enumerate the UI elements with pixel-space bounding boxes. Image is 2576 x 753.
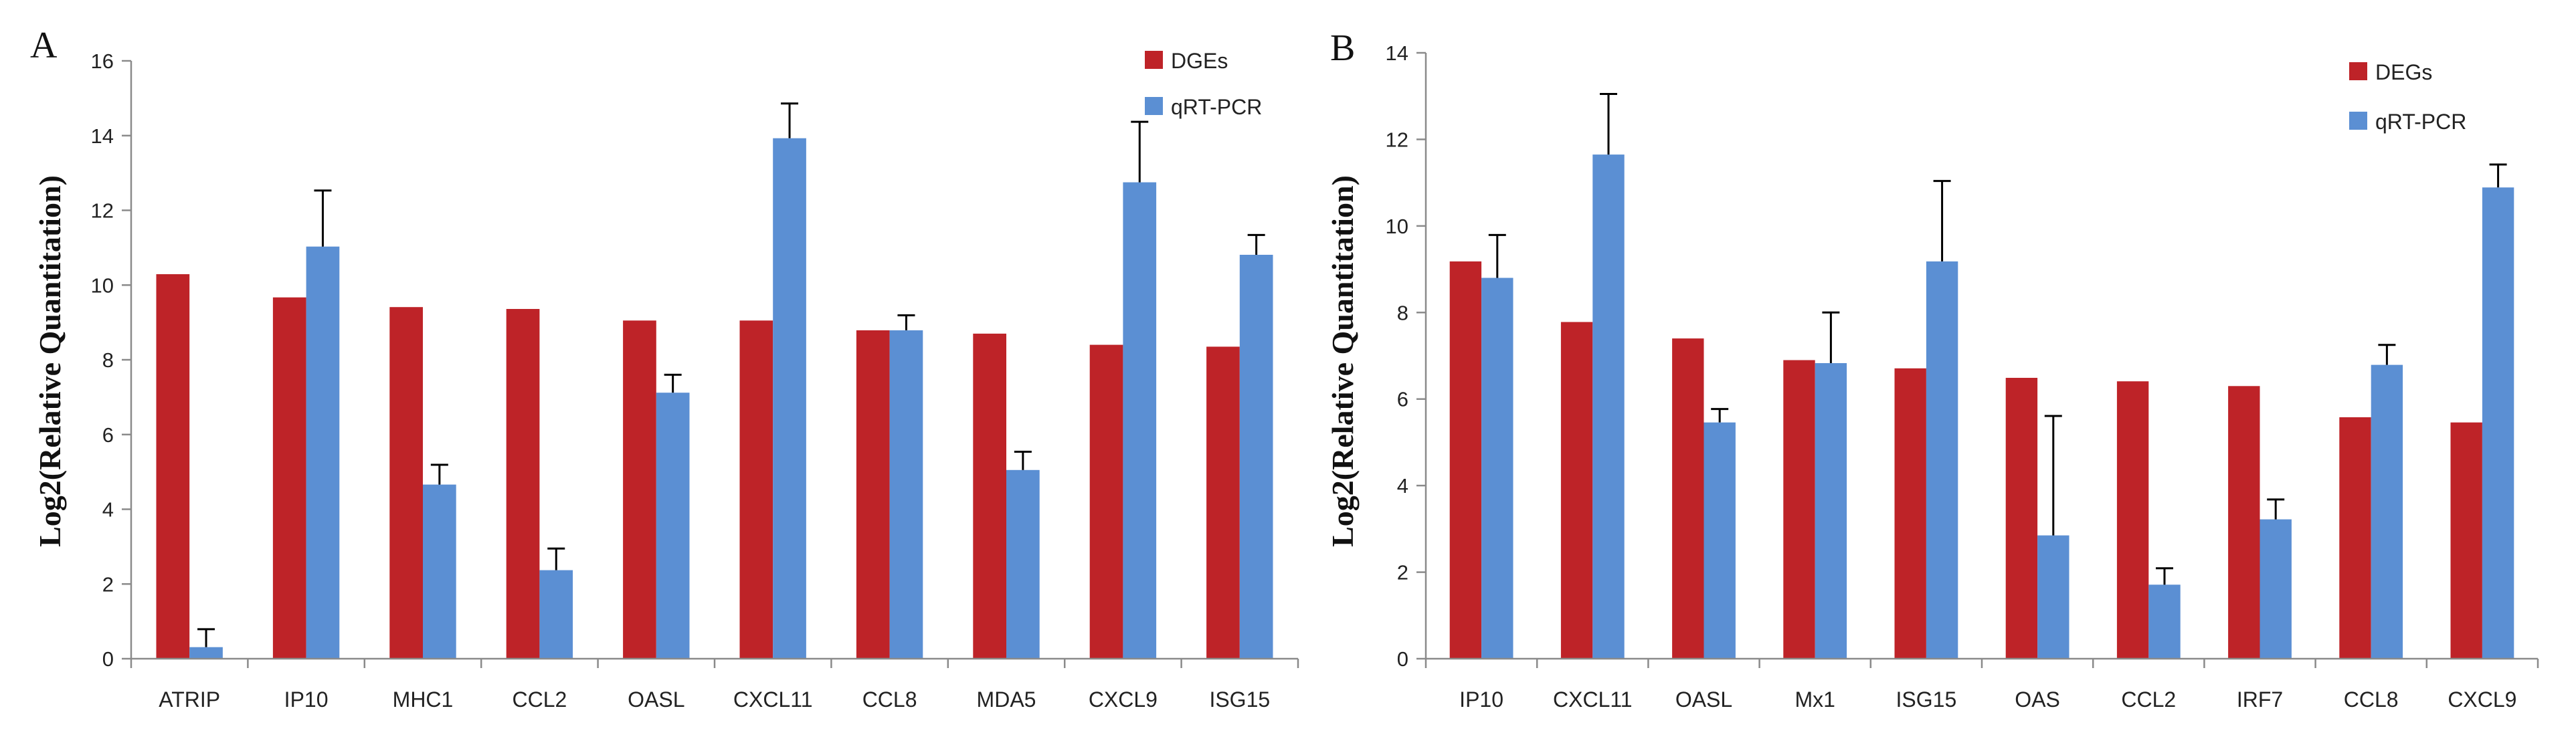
bar-qrt-pcr-ccl2-a	[539, 570, 573, 659]
y-tick-label-4-b: 4	[1397, 474, 1408, 498]
bar-qrt-pcr-cxcl11-a	[773, 138, 806, 659]
x-tick-label-isg15-b: ISG15	[1896, 687, 1957, 712]
x-tick-label-oasl-a: OASL	[628, 687, 684, 712]
bar-qrt-pcr-isg15-b	[1926, 261, 1958, 659]
legend-swatch-qrt-pcr-b	[2349, 112, 2367, 130]
bar-qrt-pcr-ccl8-b	[2371, 364, 2403, 659]
legend-label-qrt-pcr-b: qRT-PCR	[2375, 110, 2466, 134]
y-tick-label-0-a: 0	[102, 647, 114, 671]
y-tick-label-8-a: 8	[102, 348, 114, 372]
bar-qrt-pcr-ip10-b	[1481, 278, 1513, 659]
x-tick-label-ccl8-b: CCL8	[2344, 687, 2399, 712]
x-tick-label-irf7-b: IRF7	[2237, 687, 2283, 712]
x-tick-label-isg15-a: ISG15	[1209, 687, 1270, 712]
bar-degs-cxcl9-b	[2450, 422, 2482, 659]
chart-panel-b: B Log2(Relative Quantitation) DEGs qRT-P…	[1325, 27, 2539, 712]
bar-degs-ccl8-b	[2339, 417, 2371, 659]
y-tick-label-6-b: 6	[1397, 388, 1408, 411]
x-tick-label-mhc1-a: MHC1	[393, 687, 454, 712]
y-tick-label-10-a: 10	[91, 274, 114, 297]
bar-dges-ccl8-a	[856, 330, 890, 659]
bar-dges-ccl2-a	[506, 309, 540, 659]
panel-label-a: A	[30, 25, 58, 66]
bar-dges-oasl-a	[623, 320, 656, 659]
x-tick-label-ccl2-a: CCL2	[512, 687, 567, 712]
bar-degs-cxcl11-b	[1560, 322, 1593, 659]
y-tick-label-2-b: 2	[1397, 561, 1408, 584]
x-tick-label-ip10-b: IP10	[1459, 687, 1503, 712]
y-tick-label-16-a: 16	[91, 49, 114, 73]
y-axis-title-a: Log2(Relative Quantitation)	[33, 175, 67, 547]
legend-swatch-qrt-pcr-a	[1145, 97, 1163, 115]
bar-qrt-pcr-oasl-b	[1704, 422, 1736, 659]
y-tick-label-6-a: 6	[102, 423, 114, 447]
bar-qrt-pcr-oas-b	[2037, 535, 2069, 659]
x-tick-label-atrip-a: ATRIP	[159, 687, 220, 712]
bar-qrt-pcr-isg15-a	[1239, 255, 1273, 659]
bar-qrt-pcr-mda5-a	[1006, 469, 1040, 659]
legend-label-degs: DEGs	[2375, 60, 2432, 84]
y-tick-label-14-a: 14	[91, 124, 114, 148]
bar-qrt-pcr-oasl-a	[656, 393, 690, 659]
chart-panel-a: A Log2(Relative Quantitation) DGEs qRT-P…	[30, 25, 1299, 712]
bar-dges-cxcl9-a	[1089, 344, 1123, 659]
bar-degs-irf7-b	[2228, 386, 2260, 659]
bar-qrt-pcr-cxcl9-b	[2482, 187, 2514, 659]
bar-dges-cxcl11-a	[739, 320, 773, 659]
bar-degs-ip10-b	[1449, 261, 1482, 659]
bar-dges-ip10-a	[272, 297, 306, 659]
x-tick-label-oas-b: OAS	[2015, 687, 2060, 712]
panel-label-b: B	[1330, 27, 1355, 69]
bar-qrt-pcr-mx1-b	[1815, 363, 1847, 659]
bar-qrt-pcr-ccl2-b	[2148, 584, 2181, 659]
y-tick-label-8-b: 8	[1397, 301, 1408, 324]
bar-qrt-pcr-mhc1-a	[423, 484, 456, 659]
bar-qrt-pcr-cxcl9-a	[1123, 182, 1157, 659]
plot-area-b: IP10 CXCL11 OASL Mx1 ISG15 OAS CCL2 IRF7 CCL8 CXC…	[1386, 41, 2539, 712]
x-tick-label-cxcl9-a: CXCL9	[1089, 687, 1158, 712]
bar-qrt-pcr-atrip-a	[189, 647, 223, 659]
y-tick-label-0-b: 0	[1397, 647, 1408, 671]
x-tick-label-oasl-b: OASL	[1675, 687, 1732, 712]
y-tick-label-12-a: 12	[91, 199, 114, 223]
y-tick-label-10-b: 10	[1386, 215, 1408, 238]
x-tick-label-ip10-a: IP10	[284, 687, 329, 712]
y-tick-label-2-a: 2	[102, 572, 114, 596]
x-tick-label-ccl8-a: CCL8	[862, 687, 917, 712]
legend-swatch-degs	[2349, 62, 2367, 80]
y-axis-title-b: Log2(Relative Quantitation)	[1325, 175, 1360, 547]
bar-degs-oas-b	[2005, 378, 2038, 659]
legend-a: DGEs qRT-PCR	[1145, 49, 1262, 119]
x-tick-label-mx1-b: Mx1	[1795, 687, 1835, 712]
bar-dges-mhc1-a	[389, 307, 423, 659]
bar-dges-mda5-a	[973, 333, 1006, 659]
x-tick-label-cxcl9-b: CXCL9	[2448, 687, 2516, 712]
x-tick-label-cxcl11-a: CXCL11	[733, 687, 813, 712]
bar-qrt-pcr-ip10-a	[306, 246, 340, 659]
y-tick-label-14-b: 14	[1386, 41, 1408, 65]
legend-b: DEGs qRT-PCR	[2349, 60, 2466, 134]
x-tick-label-ccl2-b: CCL2	[2121, 687, 2176, 712]
bar-qrt-pcr-irf7-b	[2260, 519, 2292, 659]
legend-label-dges: DGEs	[1171, 49, 1228, 73]
bar-degs-ccl2-b	[2116, 381, 2149, 659]
bar-degs-mx1-b	[1783, 360, 1815, 659]
bar-dges-isg15-a	[1206, 346, 1240, 659]
bar-qrt-pcr-cxcl11-b	[1592, 154, 1625, 659]
plot-area-a: ATRIP IP10 MHC1 CCL2 OASL CXCL11 CCL8 MDA5 CXCL9…	[91, 49, 1299, 712]
bar-dges-atrip-a	[156, 274, 190, 659]
bar-qrt-pcr-ccl8-a	[889, 330, 923, 659]
bar-degs-isg15-b	[1894, 368, 1926, 659]
x-tick-label-cxcl11-b: CXCL11	[1553, 687, 1633, 712]
legend-swatch-dges	[1145, 51, 1163, 69]
x-tick-label-mda5-a: MDA5	[977, 687, 1036, 712]
y-tick-label-12-b: 12	[1386, 128, 1408, 151]
legend-label-qrt-pcr-a: qRT-PCR	[1171, 95, 1262, 119]
y-tick-label-4-a: 4	[102, 498, 114, 522]
bar-degs-oasl-b	[1672, 338, 1704, 659]
